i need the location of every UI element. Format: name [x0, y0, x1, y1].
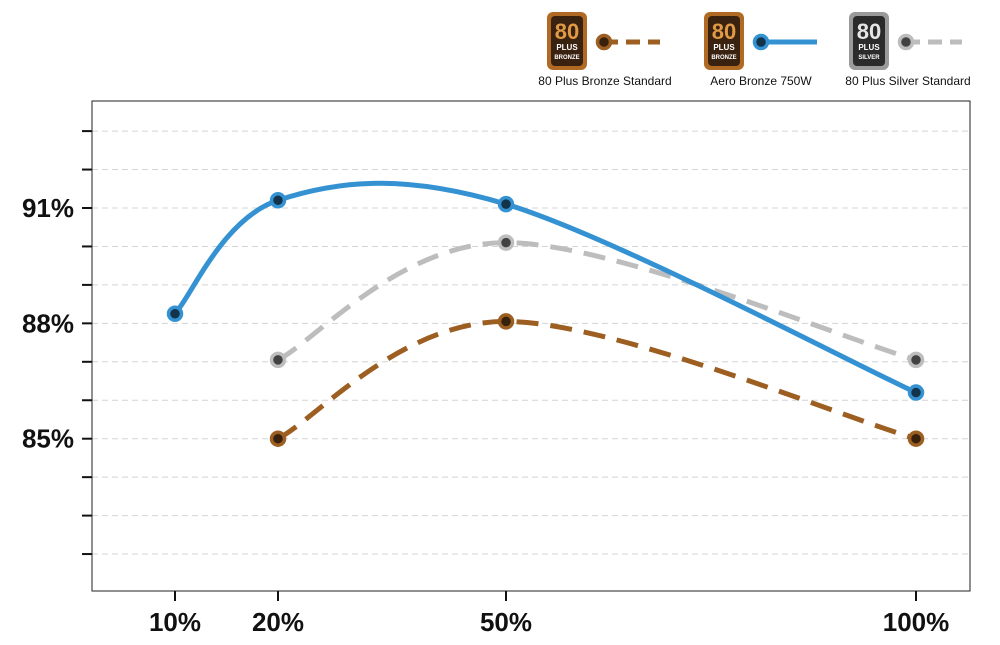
- legend-label-aero-bronze-750w: Aero Bronze 750W: [710, 74, 812, 88]
- legend-marker-80-plus-bronze-standard: [595, 33, 613, 51]
- data-point-aero-bronze-750w-20: [269, 192, 287, 209]
- series-line-80-plus-bronze-standard: [276, 318, 917, 442]
- plot-area-frame: [91, 100, 971, 592]
- badge-tier: BRONZE: [711, 55, 736, 61]
- badge-plus: PLUS: [556, 43, 578, 52]
- grid-layer: [92, 130, 970, 555]
- legend-marker-aero-bronze-750w: [752, 33, 770, 51]
- series-80-plus-bronze-standard: [269, 313, 925, 447]
- y-tick-label-91: 91%: [22, 193, 74, 223]
- data-point-aero-bronze-750w-100: [907, 384, 925, 401]
- badge-number: 80: [857, 19, 881, 44]
- badge-plus: PLUS: [858, 43, 880, 52]
- data-point-80-plus-bronze-standard-100: [907, 430, 925, 447]
- series-aero-bronze-750w: [166, 180, 925, 401]
- data-point-80-plus-silver-standard-20: [269, 351, 287, 369]
- data-point-aero-bronze-750w-10: [166, 305, 184, 322]
- data-point-aero-bronze-750w-50: [497, 195, 515, 213]
- legend-label-80-plus-silver-standard: 80 Plus Silver Standard: [845, 74, 970, 88]
- data-point-80-plus-bronze-standard-50: [497, 313, 515, 330]
- y-tick-label-85: 85%: [22, 424, 74, 454]
- badge-plus: PLUS: [713, 43, 735, 52]
- data-point-80-plus-silver-standard-50: [497, 234, 515, 251]
- x-tick-label-50: 50%: [480, 607, 532, 637]
- x-tick-label-100: 100%: [883, 607, 950, 637]
- badge-number: 80: [555, 19, 579, 44]
- x-tick-label-10: 10%: [149, 607, 201, 637]
- series-line-80-plus-silver-standard: [276, 240, 917, 363]
- series-80-plus-silver-standard: [269, 234, 925, 369]
- y-tick-label-88: 88%: [22, 308, 74, 338]
- badge-tier: BRONZE: [554, 55, 579, 61]
- badge-number: 80: [712, 19, 736, 44]
- series-line-aero-bronze-750w: [173, 180, 918, 395]
- badge-tier: SILVER: [858, 55, 880, 61]
- legend-marker-80-plus-silver-standard: [897, 33, 915, 51]
- legend-label-80-plus-bronze-standard: 80 Plus Bronze Standard: [538, 74, 671, 88]
- data-point-80-plus-silver-standard-100: [907, 351, 925, 369]
- x-tick-label-20: 20%: [252, 607, 304, 637]
- data-point-80-plus-bronze-standard-20: [269, 430, 287, 447]
- series-layer: [166, 180, 925, 447]
- axis-layer: 85% 88% 91% 10% 20% 50% 100%: [22, 130, 950, 637]
